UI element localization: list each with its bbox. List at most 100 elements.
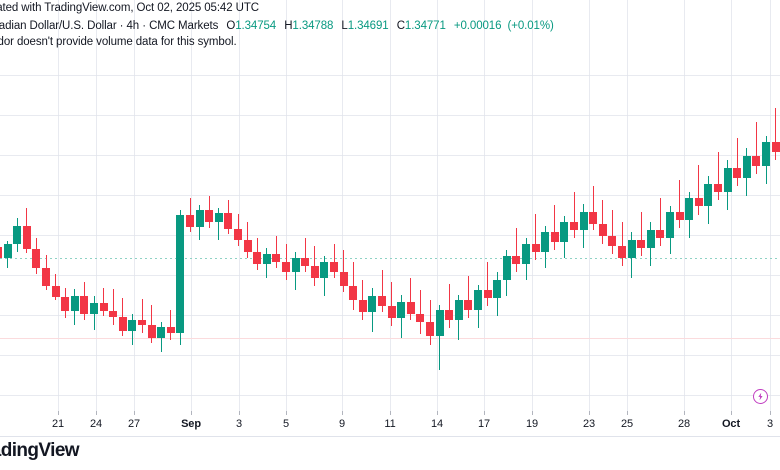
candlestick xyxy=(531,0,540,411)
vertical-gridline xyxy=(731,0,732,411)
candlestick xyxy=(13,0,22,411)
candlestick xyxy=(186,0,194,411)
candle-body xyxy=(61,297,70,311)
candlestick xyxy=(330,0,338,411)
footer-bar: TradingView xyxy=(0,437,780,470)
candle-wick xyxy=(467,276,469,318)
candle-body xyxy=(512,256,521,264)
candle-body xyxy=(637,240,646,248)
candlestick xyxy=(512,0,521,411)
candlestick xyxy=(598,0,607,411)
candle-wick xyxy=(640,212,642,256)
lightning-bolt-icon[interactable] xyxy=(753,389,768,404)
candlestick xyxy=(224,0,233,411)
candle-body xyxy=(675,212,684,220)
vertical-gridline xyxy=(390,0,391,411)
chart-pane[interactable] xyxy=(0,0,780,411)
candlestick xyxy=(320,0,329,411)
time-axis-tick xyxy=(191,411,192,415)
candlestick xyxy=(99,0,108,411)
vertical-gridline xyxy=(286,0,287,411)
candle-wick xyxy=(391,282,393,326)
candle-body xyxy=(195,210,204,227)
candle-body xyxy=(70,296,79,311)
candlestick xyxy=(733,0,742,411)
candle-body xyxy=(186,215,194,227)
candlestick xyxy=(166,0,175,411)
time-axis-label: 23 xyxy=(582,418,596,430)
candlestick xyxy=(262,0,271,411)
candle-body xyxy=(80,296,89,314)
candle-wick xyxy=(304,238,306,272)
candlestick xyxy=(243,0,252,411)
candlestick xyxy=(205,0,214,411)
candle-body xyxy=(147,325,156,338)
candlestick xyxy=(42,0,50,411)
candle-body xyxy=(426,322,434,336)
candle-wick xyxy=(602,200,604,244)
candlestick xyxy=(704,0,713,411)
candle-body xyxy=(90,303,98,314)
candle-body xyxy=(493,280,502,298)
candle-body xyxy=(214,213,223,222)
candle-body xyxy=(723,168,732,192)
candlestick xyxy=(589,0,598,411)
candlestick xyxy=(358,0,367,411)
candlestick xyxy=(714,0,722,411)
candlestick xyxy=(301,0,310,411)
time-axis[interactable]: 21 24 27 Sep 3 5 9 11 14 17 19 23 25 28 Oct 3 xyxy=(0,411,780,437)
vertical-gridline xyxy=(589,0,590,411)
candle-body xyxy=(445,310,454,320)
candlestick xyxy=(464,0,473,411)
candle-body xyxy=(166,327,175,333)
time-axis-label: Oct xyxy=(721,418,741,430)
candlestick xyxy=(416,0,425,411)
candlestick xyxy=(454,0,463,411)
candlestick xyxy=(90,0,98,411)
candlestick xyxy=(406,0,415,411)
candle-wick xyxy=(573,192,575,238)
candle-body xyxy=(522,244,530,264)
candle-wick xyxy=(112,289,114,325)
time-axis-label: 21 xyxy=(51,418,65,430)
candle-wick xyxy=(141,299,143,333)
candlestick xyxy=(310,0,319,411)
candlestick xyxy=(656,0,665,411)
time-axis-label: 24 xyxy=(89,418,103,430)
candle-body xyxy=(157,327,166,338)
time-axis-tick xyxy=(589,411,590,415)
time-axis-label: 14 xyxy=(430,418,444,430)
candle-body xyxy=(541,232,550,252)
candlestick xyxy=(771,0,780,411)
candle-wick xyxy=(554,205,556,250)
candle-body xyxy=(762,142,770,166)
candlestick xyxy=(253,0,262,411)
candle-body xyxy=(320,262,329,278)
candle-wick xyxy=(333,244,335,278)
candle-body xyxy=(109,311,118,317)
candlestick xyxy=(483,0,492,411)
candle-body xyxy=(531,244,540,252)
vertical-gridline xyxy=(239,0,240,411)
tradingview-logo[interactable]: TradingView xyxy=(0,440,80,461)
candlestick xyxy=(426,0,434,411)
candle-body xyxy=(464,300,473,310)
candle-wick xyxy=(515,228,517,272)
time-axis-tick xyxy=(286,411,287,415)
candle-body xyxy=(118,317,127,331)
candlestick xyxy=(637,0,646,411)
candlestick xyxy=(51,0,60,411)
candlestick xyxy=(541,0,550,411)
candlestick xyxy=(627,0,636,411)
candlestick xyxy=(3,0,12,411)
time-axis-tick xyxy=(627,411,628,415)
candlestick xyxy=(723,0,732,411)
candle-wick xyxy=(439,305,441,370)
candle-wick xyxy=(381,270,383,312)
candle-body xyxy=(138,320,146,325)
time-axis-label: 5 xyxy=(282,418,290,430)
candle-body xyxy=(32,249,41,268)
candle-wick xyxy=(343,250,345,292)
candlestick xyxy=(282,0,290,411)
candlestick xyxy=(147,0,156,411)
